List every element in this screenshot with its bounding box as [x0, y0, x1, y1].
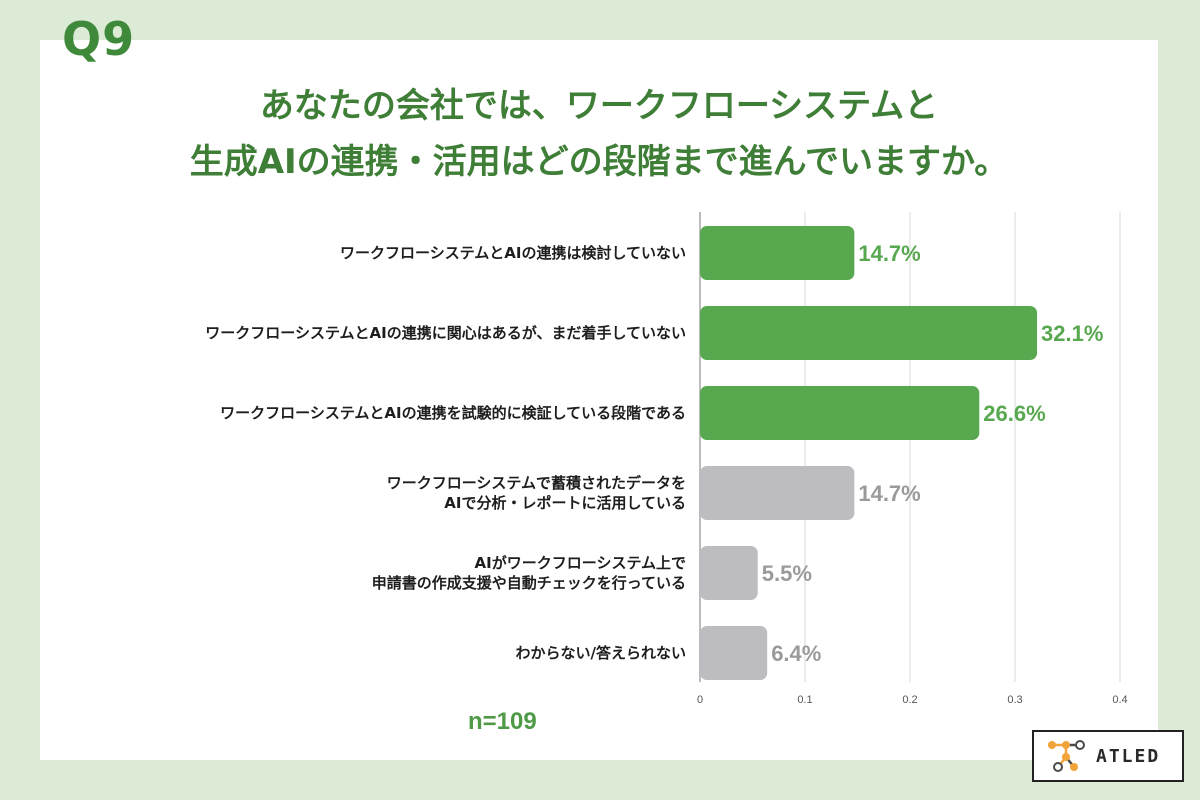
- atled-logo: ATLED: [1032, 730, 1184, 782]
- question-number: Q9: [62, 12, 136, 66]
- x-tick-label: 0.4: [1112, 694, 1127, 706]
- category-label: AIがワークフローシステム上で: [475, 554, 686, 572]
- x-tick-label: 0.2: [902, 694, 917, 706]
- category-label: わからない/答えられない: [516, 644, 686, 662]
- bar-value-label: 26.6%: [983, 401, 1045, 426]
- bar-value-label: 6.4%: [771, 641, 821, 666]
- category-label: ワークフローシステムとAIの連携は検討していない: [340, 244, 686, 262]
- bar: [700, 386, 980, 440]
- bar: [700, 306, 1038, 360]
- bar: [700, 226, 855, 280]
- bar-value-label: 5.5%: [762, 561, 812, 586]
- bar: [700, 466, 855, 520]
- category-label: AIで分析・レポートに活用している: [444, 494, 686, 512]
- bar: [700, 626, 768, 680]
- x-tick-label: 0.3: [1007, 694, 1022, 706]
- category-label: 申請書の作成支援や自動チェックを行っている: [372, 574, 686, 592]
- brand-name: ATLED: [1096, 745, 1161, 767]
- bar-value-label: 14.7%: [858, 481, 920, 506]
- category-label: ワークフローシステムとAIの連携を試験的に検証している段階である: [220, 404, 686, 422]
- atled-logo-icon: [1048, 740, 1085, 772]
- chart-title-line-1: あなたの会社では、ワークフローシステムと: [259, 86, 939, 126]
- bar: [700, 546, 758, 600]
- bar-value-label: 32.1%: [1041, 321, 1103, 346]
- category-label: ワークフローシステムで蓄積されたデータを: [387, 474, 686, 492]
- chart-title: あなたの会社では、ワークフローシステムと 生成AIの連携・活用はどの段階まで進ん…: [40, 78, 1158, 190]
- sample-size: n=109: [468, 708, 537, 735]
- bar-value-label: 14.7%: [858, 241, 920, 266]
- x-tick-label: 0.1: [797, 694, 812, 706]
- x-tick-label: 0: [697, 694, 703, 706]
- chart-title-line-2: 生成AIの連携・活用はどの段階まで進んでいますか。: [189, 142, 1009, 182]
- category-label: ワークフローシステムとAIの連携に関心はあるが、まだ着手していない: [205, 324, 686, 342]
